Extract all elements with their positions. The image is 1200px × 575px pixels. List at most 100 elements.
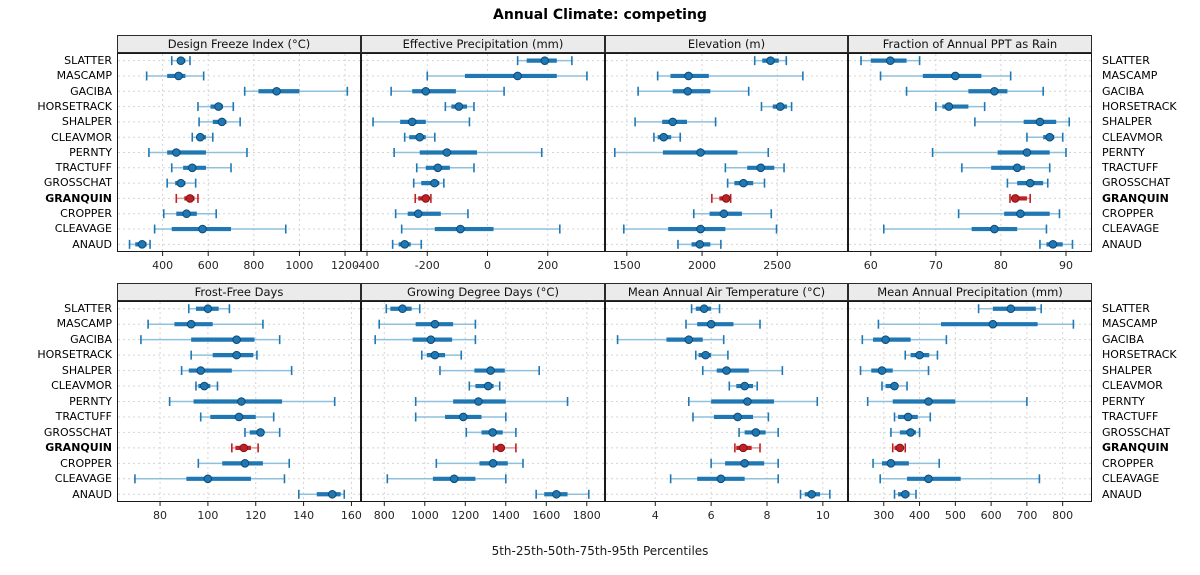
site-label-right-shalper: SHALPER xyxy=(1102,363,1153,377)
panel-title: Frost-Free Days xyxy=(117,283,361,301)
site-label-left-tractuff: TRACTUFF xyxy=(55,410,112,424)
percentile-marker-pernty xyxy=(414,397,569,406)
site-label-right-horsetrack: HORSETRACK xyxy=(1102,99,1177,113)
percentile-marker-granquin xyxy=(1009,193,1031,203)
axis-tick-label: 1600 xyxy=(532,509,560,522)
percentile-marker-tractuff xyxy=(692,412,770,422)
panel-mean-annual-air-temperature-c-: Mean Annual Air Temperature (°C) 4 6 8 10 xyxy=(605,283,848,528)
axis-tick-label: 140 xyxy=(293,509,314,522)
site-label-right-grosschat: GROSSCHAT xyxy=(1102,425,1171,439)
site-label-left-cleavage: CLEAVAGE xyxy=(54,472,112,486)
percentile-marker-horsetrack xyxy=(760,102,793,112)
percentile-marker-cleavmor xyxy=(468,381,501,391)
percentile-marker-mascamp xyxy=(656,71,804,81)
panel-fraction-of-annual-ppt-as-rain: Fraction of Annual PPT as Rain 60 70 80 90 xyxy=(848,35,1092,278)
site-label-right-anaud: ANAUD xyxy=(1102,237,1142,251)
site-label-left-grosschat: GROSSCHAT xyxy=(43,176,112,190)
site-label-left-anaud: ANAUD xyxy=(72,487,112,501)
axis-tick-label: 600 xyxy=(981,509,1002,522)
percentile-marker-tractuff xyxy=(961,163,1051,173)
site-label-left-pernty: PERNTY xyxy=(69,145,112,159)
site-label-right-tractuff: TRACTUFF xyxy=(1102,410,1159,424)
percentile-marker-slatter xyxy=(187,304,231,314)
percentile-marker-cropper xyxy=(394,209,469,219)
percentile-marker-anaud xyxy=(298,489,346,499)
site-label-left-cleavage: CLEAVAGE xyxy=(54,222,112,236)
axis-tick-label: 100 xyxy=(197,509,218,522)
axis-tick-label: 70 xyxy=(929,259,943,272)
percentile-marker-gaciba xyxy=(616,335,725,345)
panel-border xyxy=(848,53,1092,252)
percentile-marker-gaciba xyxy=(861,335,948,345)
panel-title: Mean Annual Air Temperature (°C) xyxy=(605,283,848,301)
site-label-right-mascamp: MASCAMP xyxy=(1102,69,1158,83)
axis-tick-label: 1800 xyxy=(573,509,601,522)
percentile-marker-cropper xyxy=(710,458,779,468)
percentile-marker-shalper xyxy=(439,366,540,376)
percentile-marker-granquin xyxy=(492,443,517,453)
percentile-marker-mascamp xyxy=(879,71,1012,81)
panel-title: Design Freeze Index (°C) xyxy=(117,35,361,53)
percentile-marker-slatter xyxy=(170,56,191,66)
site-label-left-anaud: ANAUD xyxy=(72,237,112,251)
percentile-marker-horsetrack xyxy=(904,350,939,360)
percentile-marker-horsetrack xyxy=(694,350,729,360)
percentile-marker-anaud xyxy=(799,489,831,499)
axis-tick-label: 800 xyxy=(374,509,395,522)
percentile-marker-gaciba xyxy=(374,335,477,345)
percentile-marker-cleavmor xyxy=(653,132,682,142)
axis-tick-label: 10 xyxy=(816,509,830,522)
axis-tick-label: 1500 xyxy=(613,259,641,272)
axis-tick-label: 80 xyxy=(994,259,1008,272)
site-label-right-mascamp: MASCAMP xyxy=(1102,317,1158,331)
percentile-marker-gaciba xyxy=(140,335,281,345)
site-label-left-horsetrack: HORSETRACK xyxy=(37,99,112,113)
percentile-marker-cleavmor xyxy=(191,132,214,142)
percentile-marker-pernty xyxy=(687,397,819,406)
site-label-right-gaciba: GACIBA xyxy=(1102,84,1144,98)
percentile-marker-grosschat xyxy=(726,178,766,188)
site-label-left-tractuff: TRACTUFF xyxy=(55,161,112,175)
percentile-marker-pernty xyxy=(393,148,543,157)
site-label-right-slatter: SLATTER xyxy=(1102,54,1150,67)
percentile-marker-horsetrack xyxy=(190,350,258,360)
axis-tick-label: 1000 xyxy=(411,509,439,522)
percentile-marker-anaud xyxy=(1039,239,1074,249)
percentile-marker-cropper xyxy=(435,458,524,468)
site-label-left-granquin: GRANQUIN xyxy=(45,441,112,455)
panel-title: Effective Precipitation (mm) xyxy=(361,35,605,53)
site-label-left-cleavmor: CLEAVMOR xyxy=(51,379,112,393)
panel-border xyxy=(605,301,848,502)
percentile-marker-cropper xyxy=(872,458,941,468)
axis-tick-label: 8 xyxy=(764,509,771,522)
axis-tick-label: 6 xyxy=(708,509,715,522)
axis-tick-label: 700 xyxy=(1016,509,1037,522)
percentile-marker-cleavage xyxy=(153,224,287,234)
percentile-marker-anaud xyxy=(128,239,151,249)
axis-tick-label: 300 xyxy=(873,509,894,522)
percentile-marker-cleavage xyxy=(134,474,286,484)
percentile-marker-grosschat xyxy=(890,427,921,437)
site-label-right-gaciba: GACIBA xyxy=(1102,332,1144,346)
site-label-left-cropper: CROPPER xyxy=(60,207,112,221)
percentile-marker-tractuff xyxy=(724,163,785,173)
percentile-marker-cropper xyxy=(957,209,1061,219)
axis-tick-label: 600 xyxy=(198,259,219,272)
site-label-left-shalper: SHALPER xyxy=(61,115,112,129)
percentile-marker-granquin xyxy=(175,193,199,203)
plot-area: -400 -200 0 200 xyxy=(355,53,605,272)
panel-border xyxy=(117,301,361,502)
panel-design-freeze-index-c-: Design Freeze Index (°C) 400 600 800 1000 120… xyxy=(117,35,361,278)
panel-title: Growing Degree Days (°C) xyxy=(361,283,605,301)
plot-area: 80 100 120 140 160 xyxy=(117,301,362,522)
plot-area: 1500 2000 2500 xyxy=(605,53,848,272)
x-axis-caption: 5th-25th-50th-75th-95th Percentiles xyxy=(491,544,709,558)
percentile-marker-anaud xyxy=(893,489,917,499)
percentile-marker-granquin xyxy=(231,443,259,453)
site-label-left-cleavmor: CLEAVMOR xyxy=(51,130,112,144)
site-label-left-mascamp: MASCAMP xyxy=(56,69,112,83)
panel-growing-degree-days-c-: Growing Degree Days (°C) 800 1000 1200 1400 1… xyxy=(361,283,605,528)
percentile-marker-slatter xyxy=(385,304,421,314)
percentile-marker-grosschat xyxy=(465,427,517,437)
axis-tick-label: 0 xyxy=(484,259,491,272)
